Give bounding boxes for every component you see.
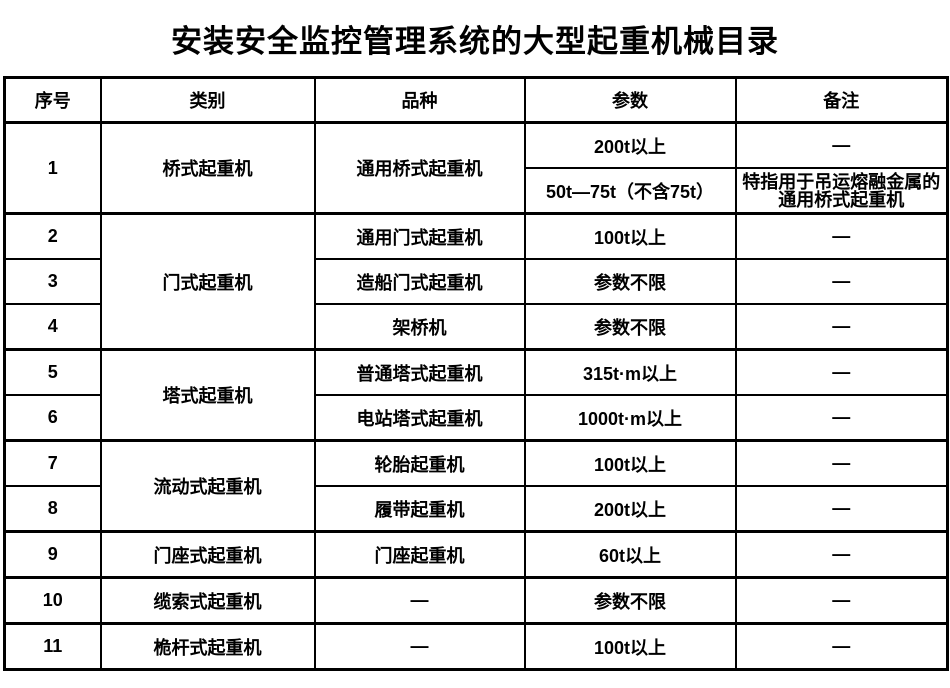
remark-cell: — xyxy=(734,622,949,671)
table-row: 2 门式起重机 通用门式起重机 100t以上 — xyxy=(3,212,949,351)
serial-cell: 10 xyxy=(3,576,102,625)
param-cell: 100t以上 xyxy=(523,212,737,260)
serial-cell: 1 xyxy=(3,121,102,215)
category-cell: 门式起重机 xyxy=(99,212,316,351)
variety-cell: — xyxy=(313,622,526,671)
table-header-row: 序号 类别 品种 参数 备注 xyxy=(3,76,949,124)
table-row: 6 电站塔式起重机 1000t·m以上 — xyxy=(3,394,949,442)
serial-cell: 2 xyxy=(3,212,102,260)
header-remark: 备注 xyxy=(734,76,949,124)
variety-cell: 普通塔式起重机 xyxy=(313,348,526,396)
category-cell: 缆索式起重机 xyxy=(99,576,316,625)
crane-catalog-table: 序号 类别 品种 参数 备注 1 桥式起重机 通用桥式起重机 200t以上 — … xyxy=(3,76,949,671)
serial-cell: 3 xyxy=(3,258,102,305)
page-title: 安装安全监控管理系统的大型起重机械目录 xyxy=(171,24,779,59)
serial-cell: 5 xyxy=(3,348,102,396)
remark-cell: — xyxy=(734,212,949,260)
param-cell: 参数不限 xyxy=(523,303,737,351)
category-cell: 流动式起重机 xyxy=(99,439,316,533)
variety-cell: 通用门式起重机 xyxy=(313,212,526,260)
param-cell: 50t—75t（不含75t） xyxy=(523,167,737,215)
remark-cell: — xyxy=(734,439,949,487)
remark-cell: — xyxy=(734,121,949,169)
serial-cell: 7 xyxy=(3,439,102,487)
table-row: 10 缆索式起重机 — 参数不限 — xyxy=(3,576,949,625)
remark-cell: — xyxy=(734,394,949,442)
category-cell: 桥式起重机 xyxy=(99,121,316,215)
table-row: 8 履带起重机 200t以上 — xyxy=(3,485,949,533)
table-row: 7 流动式起重机 轮胎起重机 100t以上 — xyxy=(3,439,949,533)
variety-cell: 履带起重机 xyxy=(313,485,526,533)
variety-cell: 架桥机 xyxy=(313,303,526,351)
remark-cell: — xyxy=(734,258,949,305)
param-cell: 100t以上 xyxy=(523,439,737,487)
category-cell: 桅杆式起重机 xyxy=(99,622,316,671)
remark-cell: — xyxy=(734,303,949,351)
remark-cell: — xyxy=(734,530,949,579)
variety-cell: 通用桥式起重机 xyxy=(313,121,526,215)
remark-cell: — xyxy=(734,348,949,396)
serial-cell: 9 xyxy=(3,530,102,579)
table-row: 11 桅杆式起重机 — 100t以上 — xyxy=(3,622,949,671)
table-row: 3 造船门式起重机 参数不限 — xyxy=(3,258,949,305)
category-cell: 门座式起重机 xyxy=(99,530,316,579)
param-cell: 200t以上 xyxy=(523,485,737,533)
serial-cell: 11 xyxy=(3,622,102,671)
serial-cell: 4 xyxy=(3,303,102,351)
remark-cell: — xyxy=(734,485,949,533)
variety-cell: — xyxy=(313,576,526,625)
param-cell: 200t以上 xyxy=(523,121,737,169)
serial-cell: 6 xyxy=(3,394,102,442)
serial-cell: 8 xyxy=(3,485,102,533)
header-variety: 品种 xyxy=(313,76,526,124)
header-param: 参数 xyxy=(523,76,737,124)
remark-cell: 特指用于吊运熔融金属的通用桥式起重机 xyxy=(734,167,949,215)
variety-cell: 门座起重机 xyxy=(313,530,526,579)
param-cell: 60t以上 xyxy=(523,530,737,579)
table-row: 9 门座式起重机 门座起重机 60t以上 — xyxy=(3,530,949,579)
variety-cell: 造船门式起重机 xyxy=(313,258,526,305)
variety-cell: 轮胎起重机 xyxy=(313,439,526,487)
param-cell: 参数不限 xyxy=(523,576,737,625)
table-row: 1 桥式起重机 通用桥式起重机 200t以上 — xyxy=(3,121,949,215)
param-cell: 100t以上 xyxy=(523,622,737,671)
table-row: 50t—75t（不含75t） 特指用于吊运熔融金属的通用桥式起重机 xyxy=(5,167,949,215)
category-cell: 塔式起重机 xyxy=(99,348,316,442)
header-serial: 序号 xyxy=(3,76,102,124)
table-row: 4 架桥机 参数不限 — xyxy=(3,303,949,351)
param-cell: 315t·m以上 xyxy=(523,348,737,396)
param-cell: 1000t·m以上 xyxy=(523,394,737,442)
param-cell: 参数不限 xyxy=(523,258,737,305)
table-row: 5 塔式起重机 普通塔式起重机 315t·m以上 — xyxy=(3,348,949,442)
variety-cell: 电站塔式起重机 xyxy=(313,394,526,442)
header-category: 类别 xyxy=(99,76,316,124)
remark-cell: — xyxy=(734,576,949,625)
